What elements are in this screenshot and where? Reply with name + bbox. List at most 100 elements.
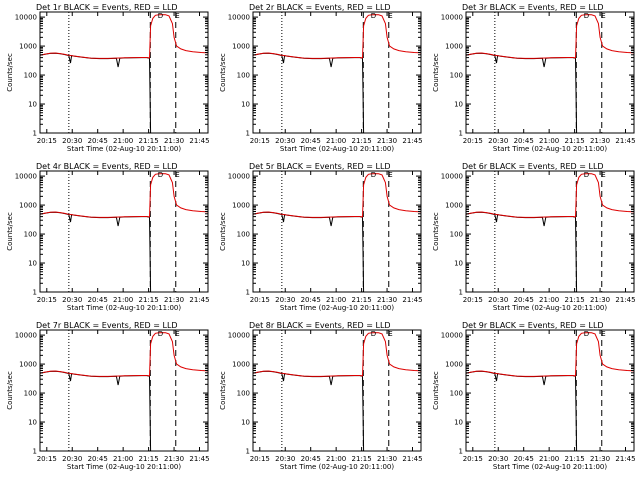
events-series-line (40, 52, 152, 133)
y-tick-label: 1 (33, 289, 37, 297)
x-tick-label: 20:15 (37, 455, 57, 463)
x-tick-label: 21:45 (402, 137, 422, 145)
lld-series-line (40, 332, 208, 377)
annotation-label: D (584, 171, 589, 179)
x-tick-label: 20:30 (62, 137, 82, 145)
y-tick-label: 10 (28, 101, 37, 109)
y-tick-label: 10 (241, 101, 250, 109)
x-tick-label: 21:30 (590, 455, 610, 463)
x-tick-label: 20:15 (463, 455, 483, 463)
x-tick-label: 20:30 (62, 296, 82, 304)
y-tick-label: 10000 (228, 332, 250, 340)
annotation-label: D (371, 12, 376, 20)
x-axis-label: Start Time (02-Aug-10 20:11:00) (493, 145, 607, 153)
x-tick-label: 21:15 (139, 296, 159, 304)
x-tick-label: 20:15 (463, 296, 483, 304)
x-tick-label: 21:15 (352, 296, 372, 304)
x-tick-label: 21:15 (565, 137, 585, 145)
x-tick-label: 21:00 (539, 296, 559, 304)
x-tick-label: 20:30 (62, 455, 82, 463)
x-axis-label: Start Time (02-Aug-10 20:11:00) (67, 463, 181, 471)
annotation-label: E (601, 12, 605, 20)
y-tick-label: 1 (33, 448, 37, 456)
x-tick-label: 20:15 (37, 296, 57, 304)
x-axis-label: Start Time (02-Aug-10 20:11:00) (280, 145, 394, 153)
annotation-label: D (158, 330, 163, 338)
annotation-label: D (584, 330, 589, 338)
y-tick-label: 1 (33, 130, 37, 138)
y-tick-label: 100 (24, 231, 37, 239)
y-tick-label: 1000 (232, 43, 250, 51)
y-tick-label: 100 (450, 231, 463, 239)
panel-title: Det 3r BLACK = Events, RED = LLD (462, 3, 604, 12)
x-tick-label: 20:30 (488, 137, 508, 145)
x-tick-label: 20:15 (250, 137, 270, 145)
x-tick-label: 20:45 (301, 137, 321, 145)
y-tick-label: 10000 (15, 332, 37, 340)
x-axis-label: Start Time (02-Aug-10 20:11:00) (280, 463, 394, 471)
y-tick-label: 10 (241, 419, 250, 427)
events-series-line (40, 211, 152, 292)
x-tick-label: 21:15 (139, 455, 159, 463)
plot-frame (252, 170, 422, 293)
y-tick-label: 1 (246, 130, 250, 138)
x-tick-label: 21:15 (565, 455, 585, 463)
y-tick-label: 100 (24, 72, 37, 80)
x-tick-label: 21:00 (539, 455, 559, 463)
events-series-line (466, 211, 578, 292)
x-tick-label: 21:45 (189, 296, 209, 304)
panel-title: Det 5r BLACK = Events, RED = LLD (249, 162, 391, 171)
x-tick-label: 21:15 (352, 137, 372, 145)
y-axis-label: Counts/sec (219, 212, 227, 251)
y-tick-label: 100 (24, 390, 37, 398)
events-series-line (466, 52, 578, 133)
x-tick-label: 21:30 (377, 455, 397, 463)
events-series-line (40, 370, 152, 451)
y-tick-label: 10000 (441, 14, 463, 22)
plot-frame (39, 170, 209, 293)
y-tick-label: 10000 (15, 173, 37, 181)
x-tick-label: 20:30 (275, 455, 295, 463)
x-tick-label: 20:30 (488, 296, 508, 304)
y-tick-label: 10000 (15, 14, 37, 22)
y-tick-label: 10 (28, 260, 37, 268)
x-tick-label: 20:45 (88, 137, 108, 145)
plot-frame (252, 329, 422, 452)
lld-series-line (466, 332, 634, 377)
y-tick-label: 10 (28, 419, 37, 427)
annotation-label: D (158, 171, 163, 179)
x-tick-label: 20:45 (514, 137, 534, 145)
annotation-label: D (158, 12, 163, 20)
panel-title: Det 9r BLACK = Events, RED = LLD (462, 321, 604, 330)
panel-title: Det 7r BLACK = Events, RED = LLD (36, 321, 178, 330)
x-tick-label: 21:45 (615, 455, 635, 463)
annotation-label: E (601, 171, 605, 179)
y-tick-label: 1 (459, 448, 463, 456)
x-axis-label: Start Time (02-Aug-10 20:11:00) (280, 304, 394, 312)
x-axis-label: Start Time (02-Aug-10 20:11:00) (493, 463, 607, 471)
x-tick-label: 21:30 (377, 137, 397, 145)
y-tick-label: 1000 (445, 361, 463, 369)
x-tick-label: 21:30 (590, 296, 610, 304)
x-tick-label: 21:00 (113, 137, 133, 145)
panel-title: Det 1r BLACK = Events, RED = LLD (36, 3, 178, 12)
y-tick-label: 1000 (445, 43, 463, 51)
y-tick-label: 10 (454, 419, 463, 427)
y-tick-label: 10000 (441, 173, 463, 181)
annotation-label: E (388, 330, 392, 338)
x-tick-label: 21:00 (113, 296, 133, 304)
plot-frame (252, 11, 422, 134)
lld-series-line (253, 173, 421, 218)
lld-series-line (253, 14, 421, 59)
x-tick-label: 21:15 (352, 455, 372, 463)
y-tick-label: 10000 (441, 332, 463, 340)
y-tick-label: 1 (246, 289, 250, 297)
y-axis-label: Counts/sec (219, 53, 227, 92)
